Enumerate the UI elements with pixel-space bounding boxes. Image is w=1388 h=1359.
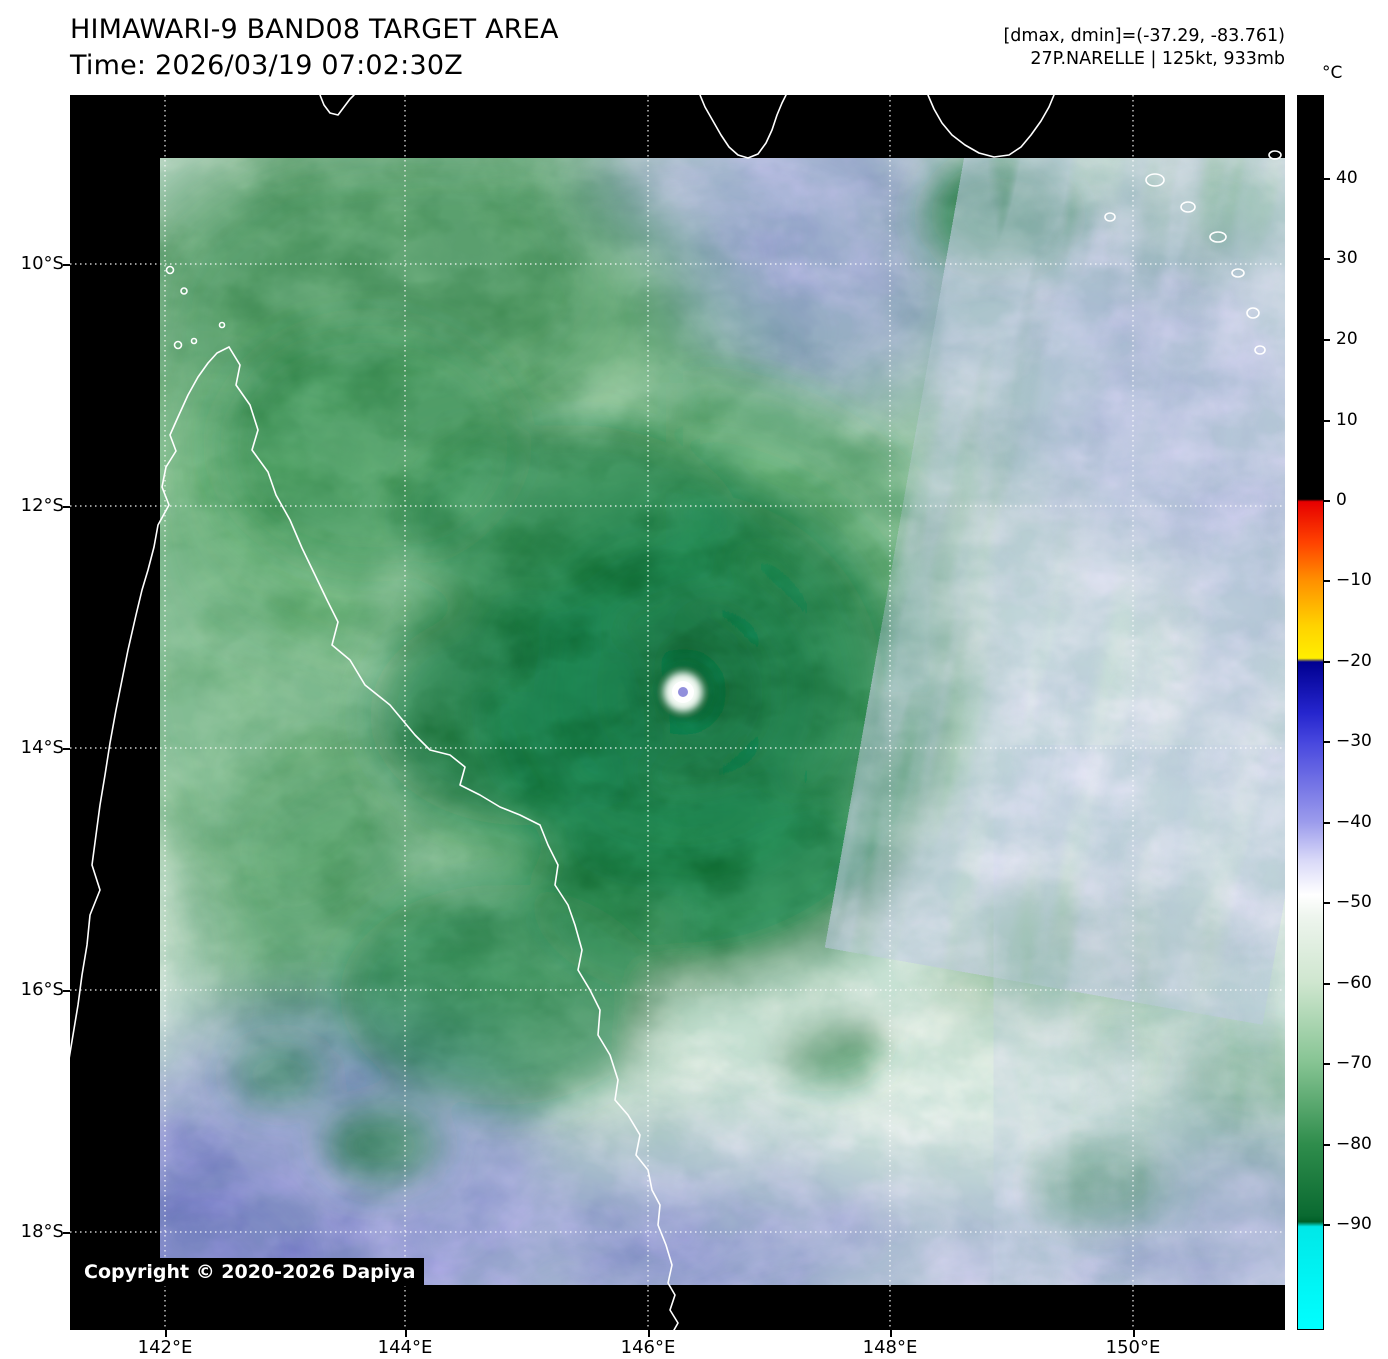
satellite-image [67,94,1285,1331]
lat-label-16s: 16°S [20,979,64,1000]
colorbar-tick-label: −20 [1336,651,1372,671]
lat-tick [63,264,70,266]
colorbar-tick [1324,420,1330,422]
lat-label-18s: 18°S [20,1221,64,1242]
temperature-colorbar [1297,95,1324,1330]
lat-tick [63,506,70,508]
lon-label-148e: 148°E [862,1337,918,1358]
colorbar-tick [1324,339,1330,341]
cloud-texture-dark [160,158,1285,1285]
colorbar-tick [1324,902,1330,904]
colorbar-tick [1324,822,1330,824]
lat-label-10s: 10°S [20,253,64,274]
lon-tick [1133,1330,1135,1337]
data-range-readout: [dmax, dmin]=(-37.29, -83.761) [1003,26,1285,46]
lat-tick [63,990,70,992]
colorbar-tick-label: −50 [1336,892,1372,912]
graticule-gridlines [70,95,1285,1330]
colorbar-unit-label: °C [1322,63,1343,83]
lat-tick [63,748,70,750]
page-title: HIMAWARI-9 BAND08 TARGET AREA [70,14,559,45]
colorbar-tick-label: 10 [1336,410,1358,430]
colorbar-tick [1324,500,1330,502]
colorbar-tick-label: −10 [1336,570,1372,590]
colorbar-tick [1324,741,1330,743]
imagery-swath [160,158,1285,1285]
colorbar-tick-label: −30 [1336,731,1372,751]
copyright-badge: Copyright © 2020-2026 Dapiya [75,1258,425,1286]
lon-label-146e: 146°E [620,1337,676,1358]
colorbar-tick [1324,580,1330,582]
colorbar-tick-label: −40 [1336,812,1372,832]
colorbar-tick-label: 20 [1336,329,1358,349]
colorbar-tick [1324,661,1330,663]
lon-tick [890,1330,892,1337]
colorbar-tick-label: −60 [1336,973,1372,993]
lat-tick [63,1232,70,1234]
lon-label-150e: 150°E [1105,1337,1161,1358]
lon-tick [648,1330,650,1337]
coastline [67,94,1282,1331]
lon-label-144e: 144°E [377,1337,433,1358]
lat-label-14s: 14°S [20,737,64,758]
lat-label-12s: 12°S [20,495,64,516]
colorbar-tick-label: −70 [1336,1053,1372,1073]
cyclone-eye [657,666,709,718]
colorbar-tick [1324,1063,1330,1065]
colorbar-tick [1324,258,1330,260]
colorbar-tick-label: 0 [1336,490,1347,510]
lon-tick [165,1330,167,1337]
colorbar-tick-label: 30 [1336,248,1358,268]
lon-label-142e: 142°E [137,1337,193,1358]
colorbar-tick-label: 40 [1336,168,1358,188]
colorbar-tick [1324,1224,1330,1226]
colorbar-tick-label: −90 [1336,1214,1372,1234]
satellite-map: Copyright © 2020-2026 Dapiya [67,94,1285,1331]
lon-tick [405,1330,407,1337]
colorbar-tick-label: −80 [1336,1134,1372,1154]
timestamp: Time: 2026/03/19 07:02:30Z [70,50,463,81]
colorbar-tick [1324,178,1330,180]
colorbar-tick [1324,1144,1330,1146]
storm-info-readout: 27P.NARELLE | 125kt, 933mb [1030,49,1285,69]
colorbar-tick [1324,983,1330,985]
